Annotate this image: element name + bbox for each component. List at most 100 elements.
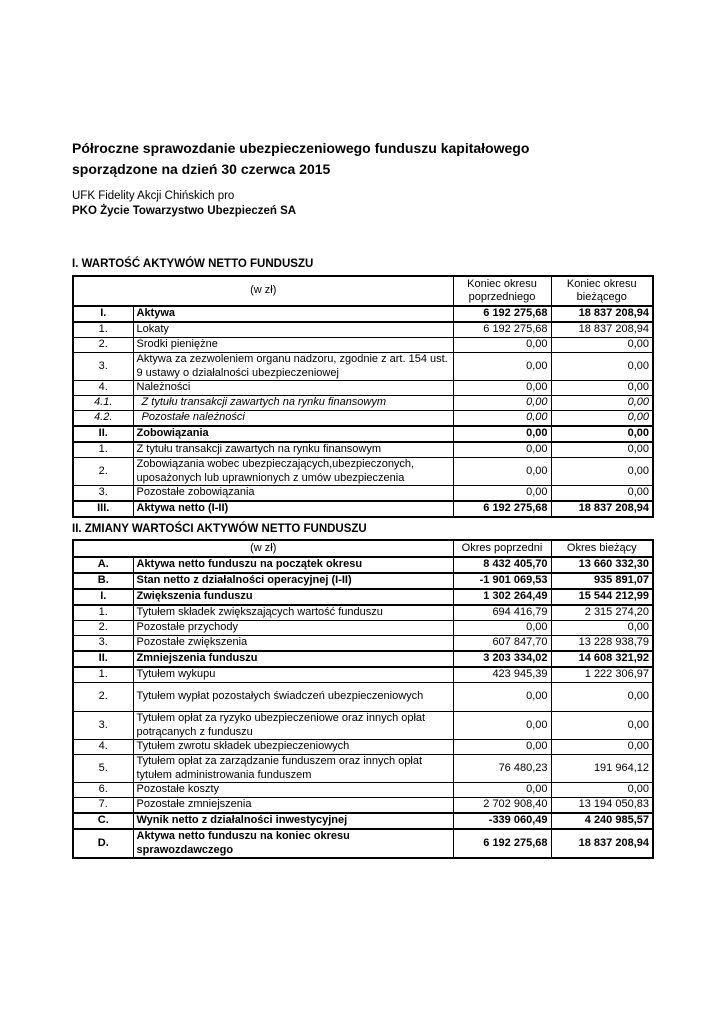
value-current-period: 0,00 [550, 711, 654, 740]
row-label: Tytułem opłat za ryzyko ubezpieczeniowe … [132, 711, 454, 740]
value-previous-period: 6 192 275,68 [452, 500, 552, 518]
row-label: Pozostałe przychody [132, 620, 454, 636]
value-current-period: 0,00 [550, 739, 654, 755]
value-current-period: 1 222 306,97 [550, 666, 654, 683]
row-number: 1. [72, 604, 134, 621]
value-previous-period: 0,00 [452, 682, 552, 712]
row-number: 6. [72, 782, 134, 798]
report-title: Półroczne sprawozdanie ubezpieczeniowego… [72, 138, 632, 180]
value-current-period: 0,00 [550, 337, 654, 353]
row-label: Aktywa za zezwoleniem organu nadzoru, zg… [132, 352, 454, 381]
row-label: Lokaty [132, 321, 454, 338]
value-current-period: 191 964,12 [550, 754, 654, 783]
table-row: I. Zwiększenia funduszu 1 302 264,49 15 544… [72, 588, 654, 606]
table-row: 3. Pozostałe zobowiązania 0,00 0,00 [72, 485, 654, 502]
value-current-period: 4 240 985,57 [550, 812, 654, 830]
table-row: I. Aktywa 6 192 275,68 18 837 208,94 [72, 305, 654, 323]
value-current-period: 0,00 [550, 352, 654, 381]
row-number: I. [72, 588, 134, 606]
net-assets-changes-table-header: (w zł) Okres poprzedni Okres bieżący [72, 539, 654, 558]
value-previous-period: 0,00 [452, 410, 552, 427]
report-title-line1: Półroczne sprawozdanie ubezpieczeniowego… [72, 140, 530, 156]
net-assets-table: (w zł) Koniec okresu poprzedniego Koniec… [72, 275, 654, 518]
row-number: 4. [72, 380, 134, 396]
table-row: 1. Tytułem składek zwiększających wartość… [72, 604, 654, 621]
table-row: 4.1. Z tytułu transakcji zawartych na ryn… [72, 395, 654, 411]
value-current-period: 0,00 [550, 457, 654, 486]
row-number: II. [72, 425, 134, 443]
value-current-period: 15 544 212,99 [550, 588, 654, 606]
value-previous-period: 0,00 [452, 337, 552, 353]
row-label: Z tytułu transakcji zawartych na rynku f… [132, 441, 454, 458]
value-previous-period: 0,00 [452, 485, 552, 502]
row-number: 2. [72, 337, 134, 353]
value-previous-period: 3 203 334,02 [452, 650, 552, 668]
row-label: Tytułem zwrotu składek ubezpieczeniowych [132, 739, 454, 755]
row-number: C. [72, 812, 134, 830]
table-row: II. Zobowiązania 0,00 0,00 [72, 425, 654, 443]
row-number: A. [72, 556, 134, 574]
table-row: 2. Środki pieniężne 0,00 0,00 [72, 337, 654, 353]
value-current-period: 18 837 208,94 [550, 828, 654, 859]
row-number: 4.1. [72, 395, 134, 411]
value-current-period: 0,00 [550, 425, 654, 443]
row-number: 1. [72, 441, 134, 458]
row-number: 2. [72, 620, 134, 636]
value-previous-period: 76 480,23 [452, 754, 552, 783]
value-current-period: 0,00 [550, 380, 654, 396]
row-label: Stan netto z działalności operacyjnej (I… [132, 572, 454, 590]
table-row: 2. Tytułem wypłat pozostałych świadczeń u… [72, 682, 654, 712]
row-label: Pozostałe zobowiązania [132, 485, 454, 502]
value-current-period: 13 194 050,83 [550, 797, 654, 814]
value-current-period: 0,00 [550, 485, 654, 502]
table-row: 2. Zobowiązania wobec ubezpieczających,ub… [72, 457, 654, 486]
table-row: 7. Pozostałe zmniejszenia 2 702 908,40 13 1… [72, 797, 654, 814]
row-label: Należności [132, 380, 454, 396]
value-previous-period: 0,00 [452, 457, 552, 486]
row-number: 3. [72, 485, 134, 502]
row-label: Tytułem wypłat pozostałych świadczeń ube… [132, 682, 454, 712]
net-assets-changes-table-body: A. Aktywa netto funduszu na początek okre… [72, 556, 654, 859]
value-current-period: 18 837 208,94 [550, 500, 654, 518]
table-row: B. Stan netto z działalności operacyjnej … [72, 572, 654, 590]
table-row: 4. Tytułem zwrotu składek ubezpieczeniowy… [72, 739, 654, 755]
row-label: Zobowiązania wobec ubezpieczających,ubez… [132, 457, 454, 486]
row-label: Tytułem opłat za zarządzanie funduszem o… [132, 754, 454, 783]
row-label: Zmniejszenia funduszu [132, 650, 454, 668]
table-row: III. Aktywa netto (I-II) 6 192 275,68 18 83… [72, 500, 654, 518]
value-previous-period: 0,00 [452, 711, 552, 740]
value-previous-period: 6 192 275,68 [452, 828, 552, 859]
row-number: 3. [72, 711, 134, 740]
row-number: 4.2. [72, 410, 134, 427]
unit-header-cell: (w zł) [72, 539, 454, 558]
row-label: Zwiększenia funduszu [132, 588, 454, 606]
value-previous-period: 0,00 [452, 380, 552, 396]
value-current-period: 0,00 [550, 620, 654, 636]
section2-title: II. ZMIANY WARTOŚCI AKTYWÓW NETTO FUNDUS… [72, 523, 367, 535]
table-row: II. Zmniejszenia funduszu 3 203 334,02 14 6… [72, 650, 654, 668]
row-label: Aktywa [132, 305, 454, 323]
value-previous-period: 0,00 [452, 620, 552, 636]
header-row: (w zł) Koniec okresu poprzedniego Koniec… [72, 275, 654, 307]
net-assets-table-body: I. Aktywa 6 192 275,68 18 837 208,94 1. Lokat… [72, 305, 654, 518]
value-current-period: 13 660 332,30 [550, 556, 654, 574]
row-label: Pozostałe koszty [132, 782, 454, 798]
table-row: 1. Z tytułu transakcji zawartych na rynku… [72, 441, 654, 458]
value-previous-period: 2 702 908,40 [452, 797, 552, 814]
col-header-current-period: Koniec okresu bieżącego [550, 275, 654, 307]
value-previous-period: 6 192 275,68 [452, 305, 552, 323]
table-row: 1. Tytułem wykupu 423 945,39 1 222 306,97 [72, 666, 654, 683]
value-previous-period: 607 847,70 [452, 635, 552, 652]
row-label: Aktywa netto funduszu na początek okresu [132, 556, 454, 574]
row-number: 2. [72, 682, 134, 712]
value-previous-period: 0,00 [452, 425, 552, 443]
value-previous-period: 0,00 [452, 395, 552, 411]
net-assets-changes-table: (w zł) Okres poprzedni Okres bieżący A. A… [72, 539, 654, 859]
row-number: 3. [72, 352, 134, 381]
header-row: (w zł) Okres poprzedni Okres bieżący [72, 539, 654, 558]
row-number: I. [72, 305, 134, 323]
value-current-period: 0,00 [550, 395, 654, 411]
row-number: 2. [72, 457, 134, 486]
row-number: 1. [72, 666, 134, 683]
